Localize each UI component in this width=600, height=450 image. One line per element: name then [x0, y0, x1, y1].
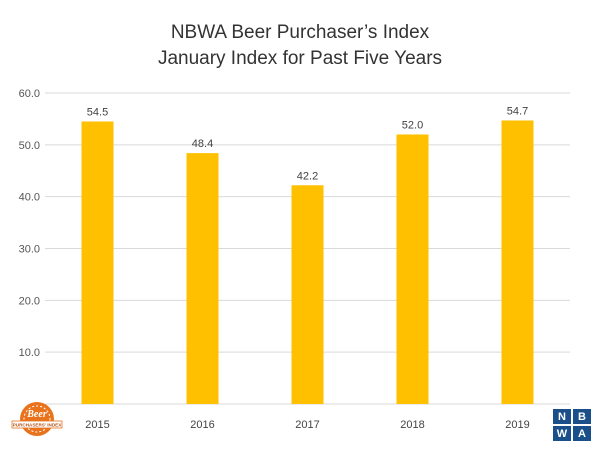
y-tick-label: 50.0: [19, 140, 40, 152]
bar: [396, 134, 429, 404]
x-tick-label: 2019: [505, 419, 529, 431]
logo-letter-a: A: [573, 426, 591, 441]
beer-purchasers-index-badge: Beer PURCHASERS' INDEX: [11, 402, 63, 436]
data-label: 42.2: [297, 170, 318, 182]
logo-letter-n: N: [553, 409, 571, 424]
bar: [291, 185, 324, 404]
y-tick-label: 10.0: [19, 347, 40, 359]
badge-brand-text: Beer: [26, 409, 47, 420]
x-tick-label: 2017: [295, 419, 319, 431]
bar: [501, 120, 534, 404]
y-tick-label: 20.0: [19, 295, 40, 307]
data-label: 54.5: [87, 107, 108, 119]
x-tick-label: 2018: [400, 419, 424, 431]
y-tick-label: 30.0: [19, 244, 40, 256]
bar: [186, 153, 219, 404]
x-tick-label: 2016: [190, 419, 214, 431]
y-tick-label: 40.0: [19, 192, 40, 204]
chart-title-block: NBWA Beer Purchaser’s Index January Inde…: [0, 20, 600, 72]
nbwa-logo: N B W A: [553, 409, 591, 441]
chart-title: NBWA Beer Purchaser’s Index: [170, 22, 430, 43]
bar: [81, 121, 114, 404]
data-label: 52.0: [402, 119, 423, 131]
x-tick-label: 2015: [85, 419, 109, 431]
data-label: 54.7: [507, 105, 528, 117]
chart-subtitle: January Index for Past Five Years: [157, 48, 443, 69]
y-tick-label: 60.0: [19, 88, 40, 100]
logo-letter-b: B: [573, 409, 591, 424]
data-label: 48.4: [192, 138, 213, 150]
badge-caption-text: PURCHASERS' INDEX: [13, 423, 63, 428]
logo-letter-w: W: [553, 426, 571, 441]
